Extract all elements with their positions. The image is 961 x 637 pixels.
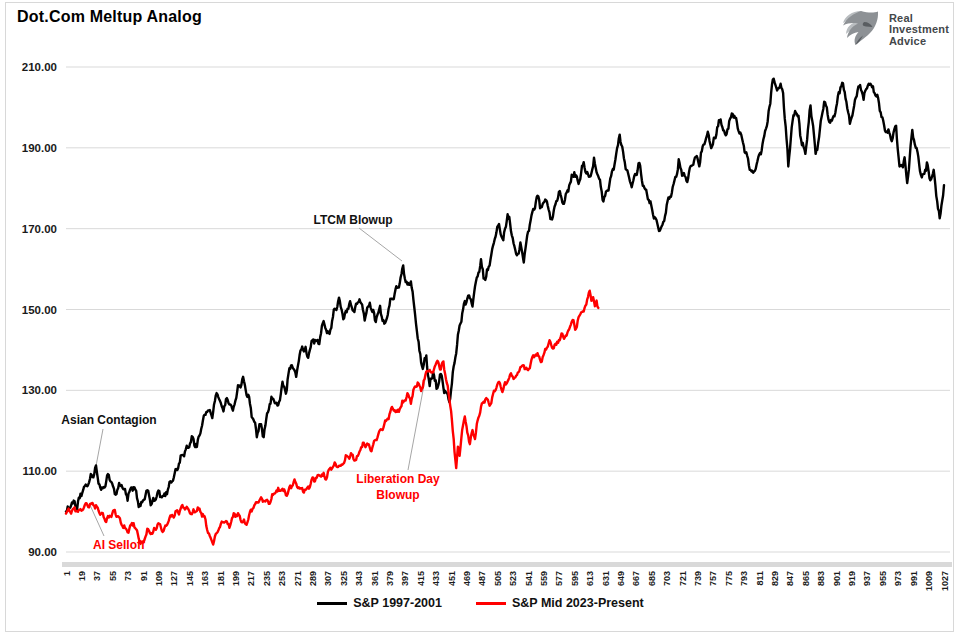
x-tick-label: 271 xyxy=(293,571,303,586)
x-tick-label: 1027 xyxy=(940,571,950,591)
chart-page: 210.00 190.00 170.00 150.00 130.00 110.00 90.0… xyxy=(0,0,961,637)
y-tick-label: 110.00 xyxy=(22,465,57,477)
x-tick-label: 1 xyxy=(62,571,72,576)
x-tick-label: 523 xyxy=(508,571,518,586)
x-tick-label: 307 xyxy=(323,571,333,586)
x-tick-label: 721 xyxy=(678,571,688,586)
x-tick-label: 379 xyxy=(385,571,395,586)
x-tick-label: 505 xyxy=(493,571,503,586)
x-tick-label: 577 xyxy=(554,571,564,586)
x-tick-label: 685 xyxy=(647,571,657,586)
x-tick-label: 181 xyxy=(216,571,226,586)
x-tick-label: 793 xyxy=(739,571,749,586)
annotation-text: Blowup xyxy=(356,487,439,503)
legend-label: S&P Mid 2023-Present xyxy=(512,596,644,610)
legend-item-sp-mid-2023-present: S&P Mid 2023-Present xyxy=(476,596,644,610)
x-tick-label: 559 xyxy=(539,571,549,586)
x-tick-label: 541 xyxy=(524,571,534,586)
x-tick-label: 595 xyxy=(570,571,580,586)
x-tick-label: 361 xyxy=(370,571,380,586)
x-tick-label: 127 xyxy=(169,571,179,586)
x-tick-label: 325 xyxy=(339,571,349,586)
x-tick-label: 217 xyxy=(246,571,256,586)
x-tick-label: 235 xyxy=(262,571,272,586)
x-tick-label: 955 xyxy=(878,571,888,586)
x-tick-label: 487 xyxy=(477,571,487,586)
x-tick-label: 811 xyxy=(755,571,765,586)
legend-line-black xyxy=(317,602,347,605)
x-tick-label: 649 xyxy=(616,571,626,586)
x-tick-label: 73 xyxy=(123,571,133,581)
legend: S&P 1997-2001 S&P Mid 2023-Present xyxy=(0,596,961,610)
annotation-liberation-day-blowup: Liberation Day Blowup xyxy=(356,471,439,503)
x-tick-label: 667 xyxy=(631,571,641,586)
x-tick-label: 37 xyxy=(92,571,102,581)
legend-line-red xyxy=(476,602,506,605)
x-tick-label: 973 xyxy=(893,571,903,586)
annotation-leader-line xyxy=(90,505,104,536)
x-tick-label: 1009 xyxy=(924,571,934,591)
x-tick-label: 739 xyxy=(693,571,703,586)
x-tick-label: 469 xyxy=(462,571,472,586)
x-tick-label: 343 xyxy=(354,571,364,586)
x-tick-label: 145 xyxy=(185,571,195,586)
x-tick-label: 775 xyxy=(724,571,734,586)
annotation-text: Liberation Day xyxy=(356,471,439,487)
x-tick-label: 883 xyxy=(816,571,826,586)
x-tick-label: 289 xyxy=(308,571,318,586)
x-tick-label: 415 xyxy=(416,571,426,586)
annotation-text: AI Selloff xyxy=(93,537,145,553)
x-tick-label: 451 xyxy=(447,571,457,586)
x-tick-label: 397 xyxy=(400,571,410,586)
series-line-s-p-1997-2001 xyxy=(66,79,944,512)
x-tick-label: 991 xyxy=(909,571,919,586)
x-axis-band xyxy=(62,562,952,567)
x-tick-label: 109 xyxy=(154,571,164,586)
x-tick-label: 901 xyxy=(832,571,842,586)
legend-label: S&P 1997-2001 xyxy=(353,596,442,610)
x-tick-label: 919 xyxy=(847,571,857,586)
brand-logo: Real Investment Advice xyxy=(840,10,949,50)
legend-item-sp-1997-2001: S&P 1997-2001 xyxy=(317,596,442,610)
x-tick-label: 757 xyxy=(708,571,718,586)
annotation-text: Asian Contagion xyxy=(61,412,156,428)
x-tick-label: 631 xyxy=(601,571,611,586)
x-tick-label: 253 xyxy=(277,571,287,586)
annotation-leader-line xyxy=(96,429,103,466)
chart-title: Dot.Com Meltup Analog xyxy=(17,8,202,26)
y-tick-label: 170.00 xyxy=(22,223,57,235)
x-tick-label: 703 xyxy=(662,571,672,586)
x-tick-label: 613 xyxy=(585,571,595,586)
y-tick-label: 150.00 xyxy=(22,304,57,316)
x-tick-label: 19 xyxy=(77,571,87,581)
y-tick-label: 130.00 xyxy=(22,384,57,396)
y-tick-label: 190.00 xyxy=(22,142,57,154)
y-tick-label: 90.00 xyxy=(28,546,57,558)
y-tick-label: 210.00 xyxy=(22,61,57,73)
x-tick-label: 55 xyxy=(108,571,118,581)
x-tick-label: 91 xyxy=(139,571,149,581)
annotation-ai-selloff: AI Selloff xyxy=(93,537,145,553)
x-tick-label: 829 xyxy=(770,571,780,586)
annotation-leader-line xyxy=(359,228,402,261)
x-tick-label: 865 xyxy=(801,571,811,586)
x-tick-label: 433 xyxy=(431,571,441,586)
annotation-text: LTCM Blowup xyxy=(313,212,392,228)
eagle-icon xyxy=(840,10,882,50)
x-tick-label: 199 xyxy=(231,571,241,586)
annotation-asian-contagion: Asian Contagion xyxy=(61,412,156,428)
x-tick-label: 847 xyxy=(785,571,795,586)
brand-line-3: Advice xyxy=(889,36,949,48)
brand-text: Real Investment Advice xyxy=(889,13,949,48)
annotation-ltcm-blowup: LTCM Blowup xyxy=(313,212,392,228)
x-tick-label: 163 xyxy=(200,571,210,586)
x-tick-label: 937 xyxy=(862,571,872,586)
